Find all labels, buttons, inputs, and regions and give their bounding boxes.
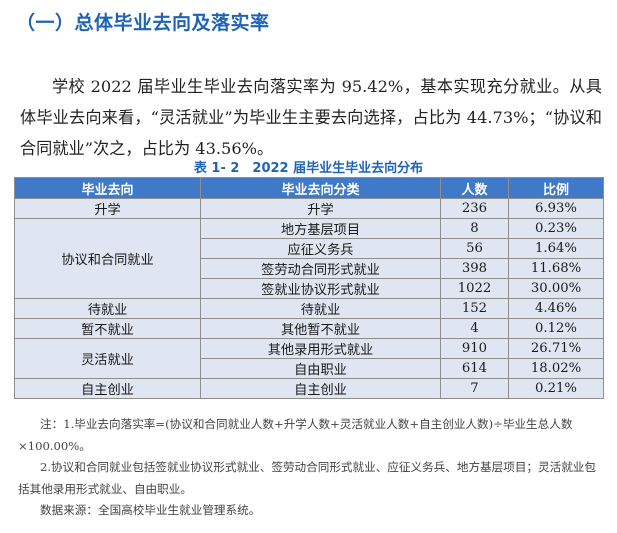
destination-table: 毕业去向 毕业去向分类 人数 比例 升学 升学 236 6.93% 协议和合同就…	[14, 177, 604, 399]
table-row: 暂不就业 其他暂不就业 4 0.12%	[14, 318, 604, 339]
count-cell: 910	[440, 338, 509, 359]
count-cell: 1022	[440, 278, 509, 299]
count-cell: 152	[440, 298, 509, 319]
category-cell: 其他录用形式就业	[200, 338, 441, 359]
group-cell: 自主创业	[14, 378, 201, 399]
table-row: 自由职业 614 18.02%	[15, 358, 604, 379]
category-cell: 待就业	[200, 298, 441, 319]
ratio-cell: 11.68%	[508, 258, 604, 279]
category-cell: 升学	[200, 198, 441, 219]
table-row: 升学 升学 236 6.93%	[14, 198, 604, 219]
count-cell: 56	[440, 238, 509, 259]
category-cell: 自主创业	[200, 378, 441, 399]
ratio-cell: 6.93%	[508, 198, 604, 219]
category-cell: 地方基层项目	[200, 218, 441, 239]
ratio-cell: 1.64%	[508, 238, 604, 259]
summary-paragraph: 学校 2022 届毕业生毕业去向落实率为 95.42%，基本实现充分就业。从具体…	[20, 77, 602, 159]
ratio-cell: 26.71%	[508, 338, 604, 359]
table-row: 签劳动合同形式就业 398 11.68%	[15, 258, 604, 279]
count-cell: 614	[440, 358, 509, 379]
group-cell: 协议和合同就业	[14, 218, 201, 299]
ratio-cell: 0.23%	[508, 218, 604, 239]
ratio-cell: 0.12%	[508, 318, 604, 339]
table-row: 协议和合同就业 地方基层项目 8 0.23%	[14, 218, 604, 299]
group-cell: 灵活就业	[14, 338, 201, 379]
ratio-cell: 4.46%	[508, 298, 604, 319]
category-cell: 自由职业	[200, 358, 441, 379]
count-cell: 7	[440, 378, 509, 399]
count-cell: 398	[440, 258, 509, 279]
header-count: 人数	[440, 177, 509, 199]
count-cell: 8	[440, 218, 509, 239]
category-cell: 签劳动合同形式就业	[200, 258, 441, 279]
section-heading: （一）总体毕业去向及落实率	[16, 12, 270, 34]
header-destination: 毕业去向	[14, 177, 201, 199]
category-cell: 应征义务兵	[200, 238, 441, 259]
ratio-cell: 0.21%	[508, 378, 604, 399]
table-notes: 注：1.毕业去向落实率=(协议和合同就业人数+升学人数+灵活就业人数+自主创业人…	[18, 414, 606, 522]
note-definitions: 2.协议和合同就业包括签就业协议形式就业、签劳动合同形式就业、应征义务兵、地方基…	[18, 460, 596, 496]
note-formula: 注：1.毕业去向落实率=(协议和合同就业人数+升学人数+灵活就业人数+自主创业人…	[18, 417, 573, 453]
group-cell: 待就业	[14, 298, 201, 319]
table-row: 应征义务兵 56 1.64%	[15, 238, 604, 259]
header-ratio: 比例	[508, 177, 604, 199]
ratio-cell: 30.00%	[508, 278, 604, 299]
category-cell: 其他暂不就业	[200, 318, 441, 339]
table-row: 自主创业 自主创业 7 0.21%	[14, 378, 604, 399]
header-category: 毕业去向分类	[200, 177, 441, 199]
category-cell: 签就业协议形式就业	[200, 278, 441, 299]
table-caption: 表 1- 2 2022 届毕业生毕业去向分布	[193, 161, 424, 176]
group-cell: 暂不就业	[14, 318, 201, 339]
table-row: 待就业 待就业 152 4.46%	[14, 298, 604, 319]
table-row: 灵活就业 其他录用形式就业 910 26.71%	[14, 338, 604, 379]
table-header-row: 毕业去向 毕业去向分类 人数 比例	[14, 177, 604, 199]
count-cell: 236	[440, 198, 509, 219]
data-source: 数据来源：全国高校毕业生就业管理系统。	[40, 503, 261, 517]
count-cell: 4	[440, 318, 509, 339]
ratio-cell: 18.02%	[508, 358, 604, 379]
group-cell: 升学	[14, 198, 201, 219]
